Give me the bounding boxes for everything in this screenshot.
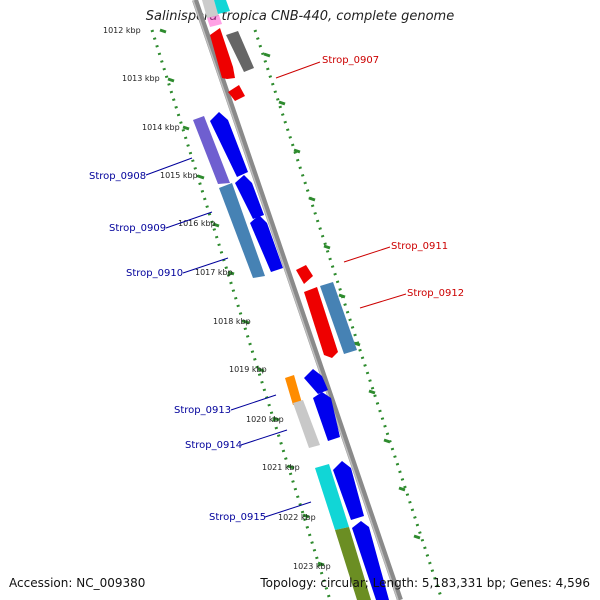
gene-label-reverse[interactable]: Strop_0910 [126,268,183,279]
gene-feature[interactable] [193,116,230,184]
forward-strand-genes [296,265,357,358]
ruler-major-ticks [159,28,421,567]
gene-label-forward[interactable]: Strop_0912 [407,288,464,299]
ruler-label: 1014 kbp [142,123,180,132]
ruler-label: 1015 kbp [160,171,198,180]
strain-description: CNB-440, complete genome [266,9,455,24]
gene-label-reverse[interactable]: Strop_0914 [185,440,242,451]
gene-label-forward[interactable]: Strop_0911 [391,241,448,252]
ruler-label: 1023 kbp [293,562,331,571]
gene-feature[interactable] [304,369,328,394]
gene-feature[interactable] [210,112,248,177]
ruler-label: 1013 kbp [122,74,160,83]
ruler-label: 1012 kbp [103,26,141,35]
gene-feature[interactable] [313,392,340,441]
gene-feature[interactable] [285,375,302,405]
gene-feature[interactable] [293,400,320,448]
gene-label-reverse[interactable]: Strop_0908 [89,171,146,182]
gene-track-inner [210,31,389,600]
map-title: Salinispora tropica CNB-440, complete ge… [0,9,600,24]
reverse-strand-genes [193,28,371,600]
gene-label-reverse[interactable]: Strop_0913 [174,405,231,416]
gene-feature[interactable] [335,527,371,600]
gene-label-forward[interactable]: Strop_0907 [322,55,379,66]
gene-feature[interactable] [210,28,235,79]
genome-backbone [192,0,403,600]
ruler-label: 1021 kbp [262,463,300,472]
gene-feature[interactable] [235,175,264,219]
gene-feature[interactable] [296,265,313,284]
ruler-label: 1019 kbp [229,365,267,374]
gene-feature[interactable] [226,31,254,72]
organism-name: Salinispora tropica [145,9,267,24]
gene-feature[interactable] [250,215,283,272]
gene-feature[interactable] [352,521,389,600]
accession-text: Accession: NC_009380 [9,576,146,590]
ruler-label: 1020 kbp [246,415,284,424]
gene-feature[interactable] [333,461,364,520]
gene-feature[interactable] [228,85,245,101]
gene-label-reverse[interactable]: Strop_0915 [209,512,266,523]
gene-feature[interactable] [320,282,357,354]
ruler-label: 1016 kbp [178,219,216,228]
gene-label-reverse[interactable]: Strop_0909 [109,223,166,234]
ruler-label: 1022 kbp [278,513,316,522]
gene-feature[interactable] [219,183,265,278]
ruler-label: 1018 kbp [213,317,251,326]
gene-feature[interactable] [304,287,338,358]
gene-feature[interactable] [315,464,349,530]
genome-summary-text: Topology: circular; Length: 5,183,331 bp… [260,576,590,590]
ruler-label: 1017 kbp [195,268,233,277]
